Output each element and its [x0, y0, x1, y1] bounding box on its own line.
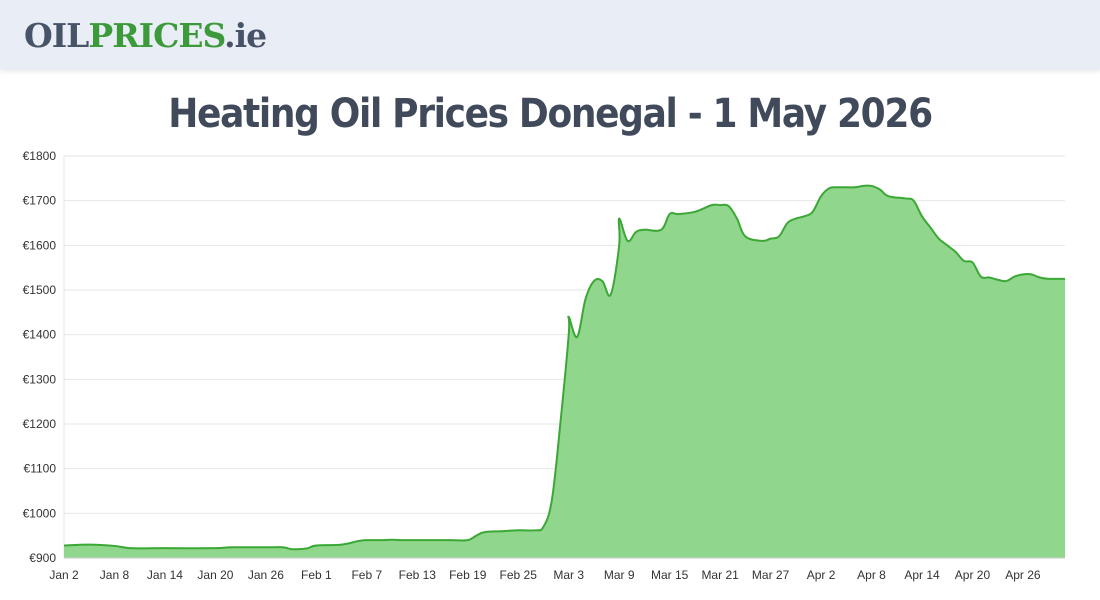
y-tick-label: €1200 — [23, 417, 57, 431]
x-tick-label: Mar 3 — [553, 568, 584, 582]
site-logo[interactable]: OILPRICES.ie — [24, 14, 267, 58]
logo-text-prices: PRICES — [88, 16, 225, 55]
x-tick-label: Apr 8 — [857, 568, 886, 582]
x-tick-label: Jan 20 — [197, 568, 233, 582]
x-tick-label: Apr 26 — [1005, 568, 1041, 582]
chart-title: Heating Oil Prices Donegal - 1 May 2026 — [168, 91, 933, 137]
y-tick-label: €1800 — [23, 149, 57, 163]
x-tick-label: Mar 15 — [651, 568, 689, 582]
x-axis-ticks: Jan 2 Jan 8 Jan 14 Jan 20 Jan 26 Feb 1 Feb 7 Fe… — [49, 568, 1041, 582]
price-area — [64, 185, 1065, 558]
x-tick-label: Mar 27 — [752, 568, 790, 582]
logo-text-oil: OIL — [24, 16, 89, 55]
logo-text-domain: .ie — [224, 16, 267, 55]
y-tick-label: €1500 — [23, 283, 57, 297]
x-tick-label: Apr 20 — [955, 568, 991, 582]
y-tick-label: €1000 — [23, 506, 57, 520]
x-tick-label: Feb 7 — [351, 568, 382, 582]
x-tick-label: Feb 25 — [500, 568, 538, 582]
x-tick-label: Feb 1 — [301, 568, 332, 582]
y-tick-label: €1400 — [23, 328, 57, 342]
x-tick-label: Feb 19 — [449, 568, 487, 582]
y-tick-label: €1600 — [23, 238, 57, 252]
y-tick-label: €1300 — [23, 372, 57, 386]
x-tick-label: Apr 2 — [807, 568, 836, 582]
x-tick-label: Jan 14 — [147, 568, 183, 582]
x-tick-label: Jan 8 — [100, 568, 130, 582]
x-tick-label: Mar 21 — [701, 568, 739, 582]
price-line — [63, 184, 1065, 551]
x-tick-label: Jan 2 — [49, 568, 79, 582]
site-header: OILPRICES.ie — [0, 0, 1100, 70]
y-tick-label: €900 — [29, 551, 56, 565]
y-axis-ticks: €900 €1000 €1100 €1200 €1300 €1400 €1500 €1600 €… — [23, 149, 57, 565]
x-tick-label: Jan 26 — [248, 568, 284, 582]
y-tick-label: €1700 — [23, 194, 57, 208]
x-tick-label: Mar 9 — [604, 568, 635, 582]
x-tick-label: Apr 14 — [904, 568, 940, 582]
y-tick-label: €1100 — [24, 462, 57, 476]
x-tick-label: Feb 13 — [399, 568, 437, 582]
